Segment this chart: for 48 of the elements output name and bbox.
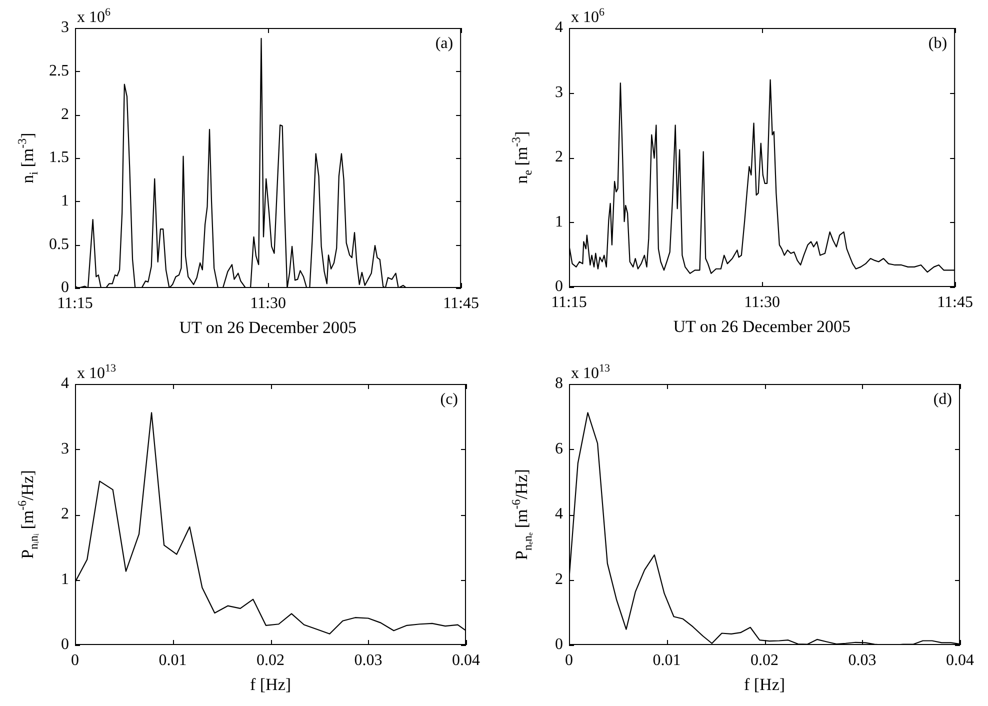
x-tick-label: 11:30 (250, 294, 286, 312)
y-tick-label: 3 (555, 84, 563, 101)
y-tick-label: 6 (555, 440, 563, 458)
x-tick-label: 0.02 (750, 652, 778, 669)
y-axis-title: Pnₑnₑ [m-6/Hz] (509, 469, 534, 560)
y-tick-label: 2 (61, 506, 69, 523)
y-tick-label: 1.5 (49, 149, 69, 166)
x-tick-label: 11:45 (937, 294, 974, 311)
annotation: (b) (928, 35, 948, 52)
x-tick-label: 11:45 (443, 294, 480, 312)
y-axis-title: ni [m-3] (15, 132, 40, 184)
y-tick-label: 0 (61, 279, 69, 296)
x-tick-label: 11:15 (551, 294, 587, 311)
x-axis-title: UT on 26 December 2005 (673, 317, 850, 336)
y-tick-label: 0.5 (49, 236, 69, 253)
y-tick-label: 4 (555, 19, 563, 36)
y-tick-label: 2.5 (49, 62, 69, 80)
x-tick-label: 0.04 (452, 652, 480, 669)
y-axis-title: ne [m-3] (509, 131, 534, 184)
y-axis-title: Pnᵢnᵢ [m-6/Hz] (15, 470, 40, 559)
y-tick-label: 4 (61, 375, 69, 392)
annotation: (c) (440, 391, 458, 408)
x-tick-label: 0.04 (946, 652, 974, 669)
y-tick-label: 2 (555, 148, 563, 166)
x-tick-label: 11:30 (744, 294, 780, 311)
y-tick-label: 0 (61, 636, 69, 654)
y-tick-label: 1 (61, 192, 69, 210)
x-tick-label: 0.03 (354, 652, 382, 669)
x-tick-label: 0.03 (848, 652, 876, 669)
y-tick-label: 8 (555, 375, 563, 392)
y-tick-label: 0 (555, 278, 563, 296)
x-axis-title: UT on 26 December 2005 (179, 318, 356, 337)
y-tick-label: 2 (555, 570, 563, 588)
x-tick-label: 0.02 (256, 652, 284, 669)
x-tick-label: 11:15 (57, 294, 93, 312)
y-tick-label: 0 (555, 636, 563, 654)
y-tick-label: 1 (61, 570, 69, 588)
x-tick-label: 0.01 (652, 652, 681, 669)
annotation: (d) (933, 391, 952, 408)
y-tick-label: 2 (61, 106, 69, 123)
y-tick-label: 1 (555, 213, 563, 230)
x-axis-title: f [Hz] (250, 675, 292, 694)
y-tick-label: 3 (61, 440, 69, 458)
x-axis-title: f [Hz] (744, 675, 786, 694)
y-tick-label: 4 (555, 506, 563, 523)
y-tick-label: 3 (61, 19, 69, 36)
x-tick-label: 0.01 (158, 652, 187, 669)
annotation: (a) (435, 35, 454, 52)
